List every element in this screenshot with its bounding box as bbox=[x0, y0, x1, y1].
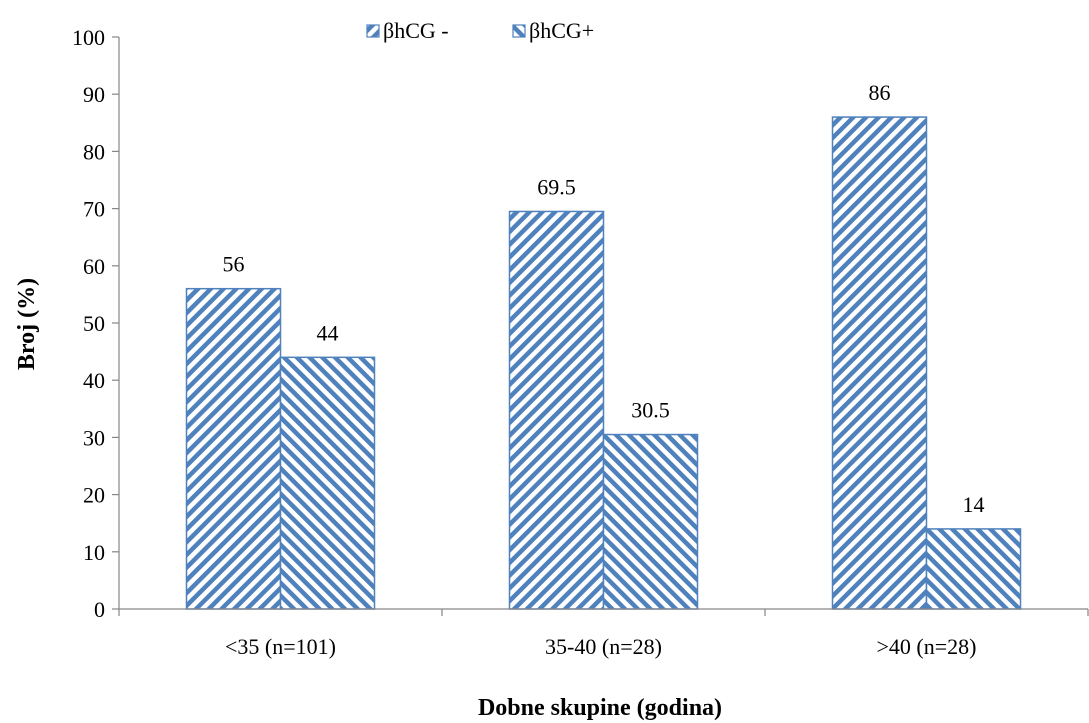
bar-series-2-2 bbox=[925, 528, 1022, 610]
data-label: 56 bbox=[223, 252, 245, 277]
legend-swatch bbox=[512, 24, 526, 38]
y-tick-label: 60 bbox=[83, 254, 105, 279]
legend-label: βhCG+ bbox=[529, 18, 594, 43]
data-label: 44 bbox=[317, 320, 339, 345]
y-axis-title: Broj (%) bbox=[14, 278, 40, 370]
y-tick-label: 90 bbox=[83, 82, 105, 107]
y-tick-label: 0 bbox=[94, 597, 105, 622]
legend-label: βhCG - bbox=[383, 18, 449, 43]
data-label: 30.5 bbox=[631, 398, 670, 423]
data-label: 86 bbox=[869, 80, 891, 105]
x-tick-label: 35-40 (n=28) bbox=[545, 634, 662, 659]
y-tick-label: 100 bbox=[72, 25, 105, 50]
y-tick-label: 80 bbox=[83, 139, 105, 164]
legend-swatch bbox=[366, 24, 380, 38]
y-tick-label: 50 bbox=[83, 311, 105, 336]
y-tick-label: 70 bbox=[83, 197, 105, 222]
bar-series-2-1 bbox=[602, 433, 699, 610]
data-label: 69.5 bbox=[537, 174, 576, 199]
y-tick-label: 20 bbox=[83, 483, 105, 508]
y-tick-label: 30 bbox=[83, 425, 105, 450]
x-tick-label: >40 (n=28) bbox=[877, 634, 977, 659]
y-tick-label: 10 bbox=[83, 540, 105, 565]
legend: βhCG - βhCG+ bbox=[366, 18, 594, 43]
y-tick-label: 40 bbox=[83, 368, 105, 393]
x-tick-label: <35 (n=101) bbox=[225, 634, 336, 659]
x-axis-title: Dobne skupine (godina) bbox=[478, 695, 722, 721]
data-label: 14 bbox=[963, 492, 985, 517]
y-axis: 0 10 20 30 40 50 60 70 80 90 100 bbox=[72, 25, 120, 622]
bar-series-2-0 bbox=[279, 356, 376, 610]
bars: 56 69.5 86 44 30.5 14 bbox=[185, 80, 1022, 610]
bar-series-1-0 bbox=[185, 287, 282, 610]
bar-series-1-2 bbox=[831, 116, 928, 610]
bar-series-1-1 bbox=[508, 210, 605, 610]
x-axis: <35 (n=101) 35-40 (n=28) >40 (n=28) bbox=[118, 608, 1089, 659]
